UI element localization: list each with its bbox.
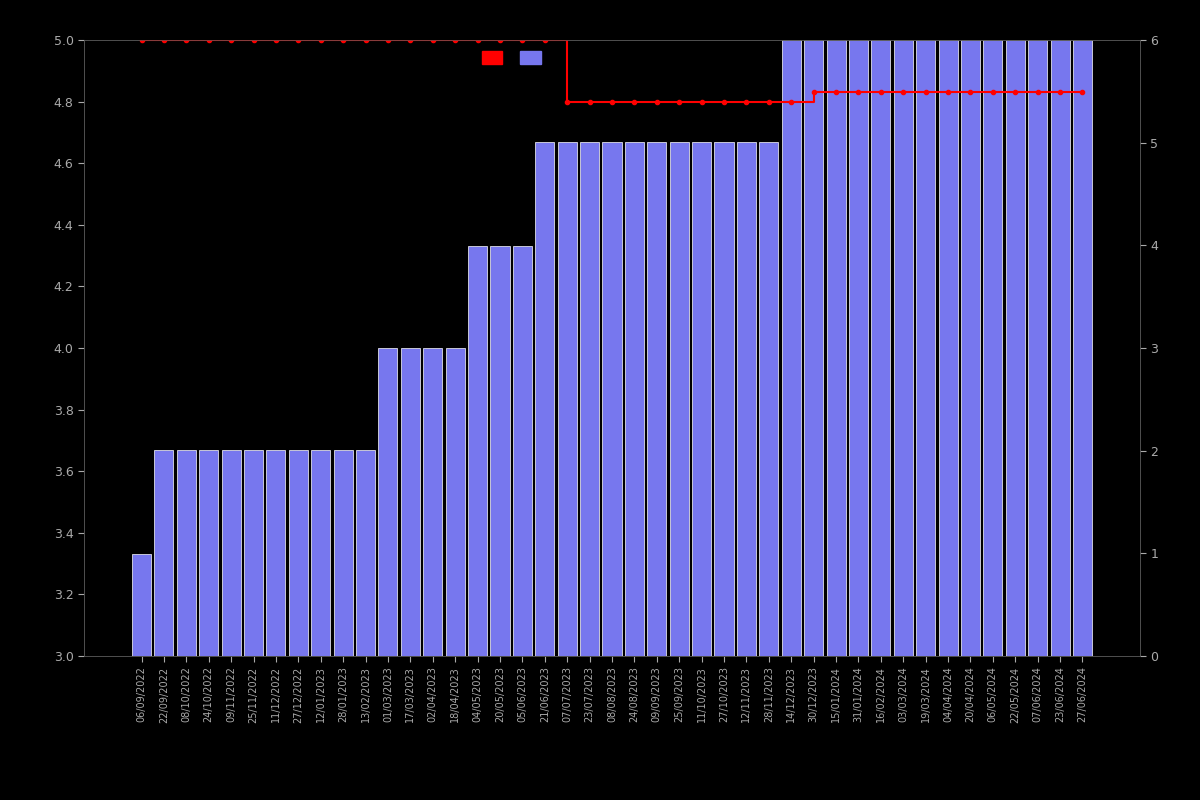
- Bar: [512, 246, 532, 656]
- Bar: [491, 246, 510, 656]
- Bar: [1028, 40, 1048, 656]
- Bar: [311, 450, 330, 656]
- Bar: [424, 348, 443, 656]
- Bar: [244, 450, 263, 656]
- Bar: [199, 450, 218, 656]
- Bar: [625, 142, 644, 656]
- Legend: , : ,: [478, 47, 557, 70]
- Bar: [535, 142, 554, 656]
- Bar: [647, 142, 666, 656]
- Bar: [714, 142, 733, 656]
- Bar: [558, 142, 577, 656]
- Bar: [871, 40, 890, 656]
- Bar: [1006, 40, 1025, 656]
- Bar: [1073, 40, 1092, 656]
- Bar: [356, 450, 376, 656]
- Bar: [804, 40, 823, 656]
- Bar: [760, 142, 779, 656]
- Bar: [266, 450, 286, 656]
- Bar: [848, 40, 868, 656]
- Bar: [222, 450, 241, 656]
- Bar: [916, 40, 935, 656]
- Bar: [401, 348, 420, 656]
- Bar: [176, 450, 196, 656]
- Bar: [334, 450, 353, 656]
- Bar: [580, 142, 599, 656]
- Bar: [378, 348, 397, 656]
- Bar: [132, 554, 151, 656]
- Bar: [938, 40, 958, 656]
- Bar: [670, 142, 689, 656]
- Bar: [468, 246, 487, 656]
- Bar: [983, 40, 1002, 656]
- Bar: [602, 142, 622, 656]
- Bar: [155, 450, 174, 656]
- Bar: [737, 142, 756, 656]
- Bar: [1050, 40, 1069, 656]
- Bar: [692, 142, 712, 656]
- Bar: [961, 40, 980, 656]
- Bar: [894, 40, 913, 656]
- Bar: [827, 40, 846, 656]
- Bar: [289, 450, 308, 656]
- Bar: [445, 348, 464, 656]
- Bar: [781, 40, 800, 656]
